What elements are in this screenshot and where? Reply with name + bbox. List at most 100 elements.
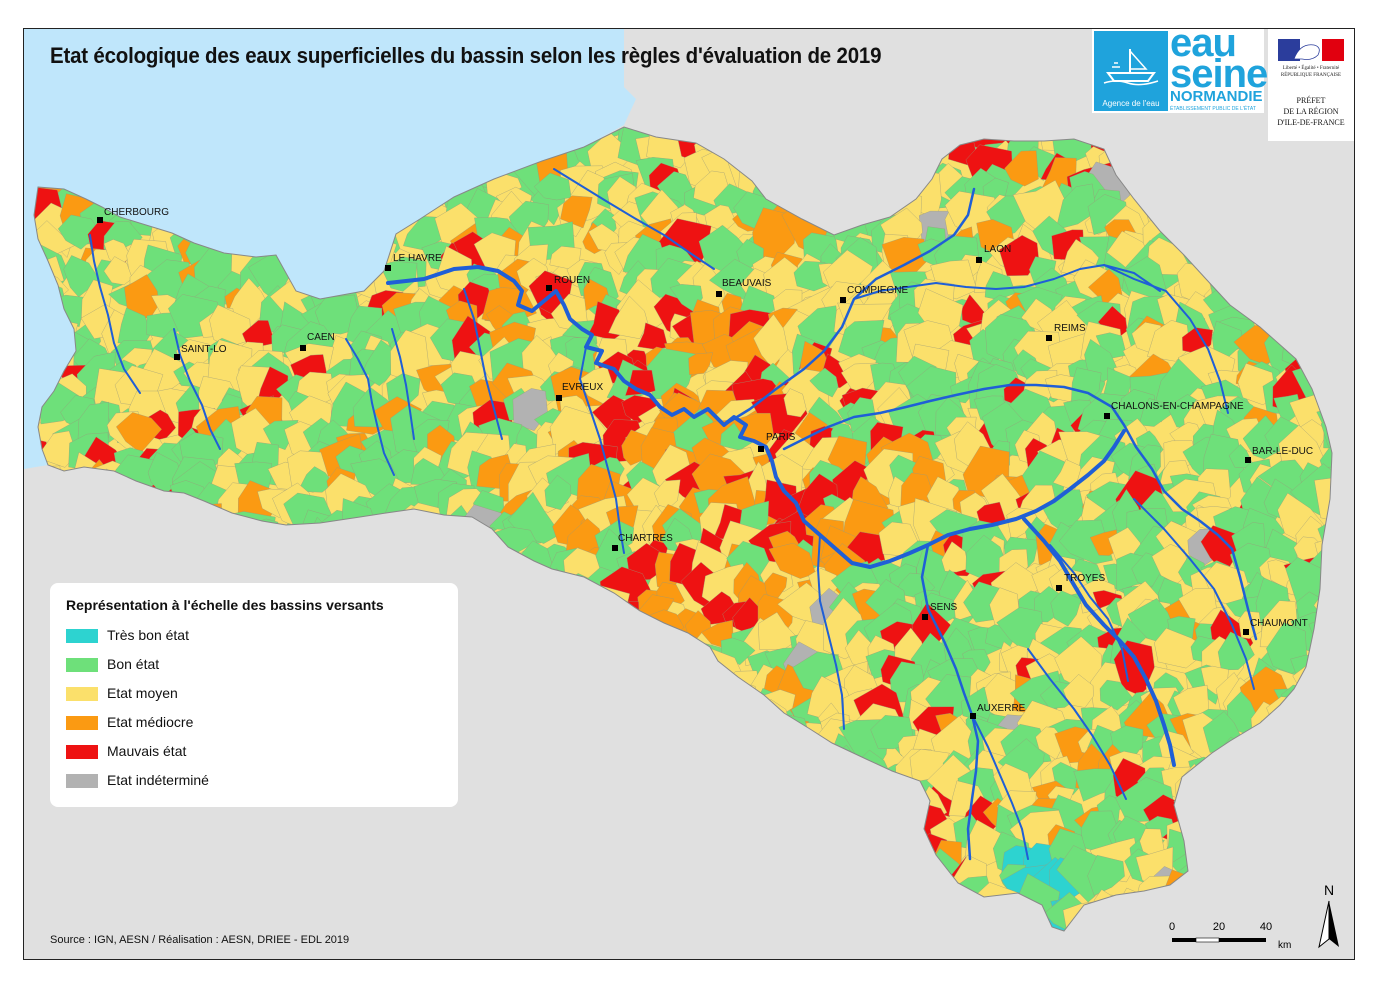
coast-patch: [644, 87, 734, 119]
north-arrow-icon: N: [1318, 882, 1339, 949]
city-label-bar-le-duc: BAR-LE-DUC: [1252, 446, 1313, 457]
wordmark-small: ÉTABLISSEMENT PUBLIC DE L'ÉTAT: [1170, 106, 1256, 112]
city-label-paris: PARIS: [766, 432, 796, 443]
city-label-compiegne: COMPIEGNE: [847, 285, 908, 296]
legend-label: Etat médiocre: [107, 714, 194, 730]
city-marker-chartres: [612, 545, 618, 551]
city-label-chartres: CHARTRES: [618, 533, 673, 544]
city-marker-evreux: [556, 395, 562, 401]
sub-basin-patch: [768, 542, 816, 579]
north-label: N: [1324, 882, 1334, 898]
prefet-line-3: D'ILE-DE-FRANCE: [1277, 118, 1345, 127]
city-marker-paris: [758, 446, 764, 452]
city-label-laon: LAON: [984, 244, 1011, 255]
boat-icon: [1103, 49, 1159, 86]
city-marker-chalons: [1104, 413, 1110, 419]
sub-basin-patch: [1055, 183, 1097, 231]
city-label-le-havre: LE HAVRE: [393, 253, 442, 264]
eau-seine-normandie-logo: Agence de l'eau eau seine NORMANDIE ÉTAB…: [1092, 29, 1268, 113]
city-label-sens: SENS: [930, 602, 958, 613]
city-label-chaumont: CHAUMONT: [1250, 618, 1308, 629]
sub-basin-patch: [998, 235, 1039, 276]
sub-basin-patch: [783, 388, 807, 418]
agence-label: Agence de l'eau: [1102, 99, 1160, 108]
city-marker-reims: [1046, 335, 1052, 341]
legend-swatch: [66, 687, 98, 701]
map-title: Etat écologique des eaux superficielles …: [50, 43, 882, 68]
scale-tick-0: 0: [1169, 921, 1175, 933]
city-marker-laon: [976, 257, 982, 263]
marianne-flag-icon: [1278, 39, 1344, 61]
sub-basin-patch: [950, 376, 974, 404]
city-label-caen: CAEN: [307, 332, 335, 343]
city-marker-chaumont: [1243, 629, 1249, 635]
city-marker-caen: [300, 345, 306, 351]
legend-label: Mauvais état: [107, 743, 187, 759]
city-marker-auxerre: [970, 713, 976, 719]
legend-title: Représentation à l'échelle des bassins v…: [66, 597, 384, 613]
legend-label: Bon état: [107, 656, 160, 672]
scale-unit: km: [1278, 940, 1291, 951]
city-marker-le-havre: [385, 265, 391, 271]
wordmark-seine: seine: [1170, 52, 1268, 96]
sub-basin-patch: [1006, 507, 1044, 541]
city-marker-troyes: [1056, 585, 1062, 591]
city-label-auxerre: AUXERRE: [977, 703, 1026, 714]
legend-swatch: [66, 774, 98, 788]
sea: [24, 29, 636, 469]
prefet-logo: Liberté • Égalité • Fraternité RÉPUBLIQU…: [1268, 29, 1354, 141]
city-label-rouen: ROUEN: [554, 275, 590, 286]
city-label-evreux: EVREUX: [562, 382, 603, 393]
city-label-chalons: CHALONS-EN-CHAMPAGNE: [1111, 401, 1244, 412]
city-marker-compiegne: [840, 297, 846, 303]
sub-basin-patch: [793, 261, 828, 292]
scale-bar: 0 20 40 km: [1169, 921, 1291, 951]
eau-seine-wordmark: eau seine NORMANDIE ÉTABLISSEMENT PUBLIC…: [1170, 29, 1268, 113]
sub-basin-patch: [544, 474, 572, 511]
legend-swatch: [66, 629, 98, 643]
city-marker-bar-le-duc: [1245, 457, 1251, 463]
city-label-troyes: TROYES: [1064, 573, 1105, 584]
sub-basin-patch: [941, 541, 970, 573]
city-label-cherbourg: CHERBOURG: [104, 207, 169, 218]
sub-basin-patch: [361, 339, 398, 387]
sub-basin-patch: [688, 352, 714, 375]
sub-basin-patch: [560, 195, 593, 229]
wordmark-normandie: NORMANDIE: [1170, 88, 1263, 105]
city-label-beauvais: BEAUVAIS: [722, 278, 772, 289]
legend-label: Etat indéterminé: [107, 772, 209, 788]
republique-francaise-text: Liberté • Égalité • Fraternité RÉPUBLIQU…: [1280, 66, 1342, 78]
sub-basin-patch: [533, 172, 572, 201]
legend: Représentation à l'échelle des bassins v…: [50, 583, 458, 807]
scale-tick-20: 20: [1213, 921, 1225, 933]
source-credit: Source : IGN, AESN / Réalisation : AESN,…: [50, 934, 350, 946]
prefet-text: PRÉFET DE LA RÉGION D'ILE-DE-FRANCE: [1268, 95, 1354, 128]
agence-badge: Agence de l'eau: [1094, 31, 1168, 111]
city-marker-rouen: [546, 285, 552, 291]
sub-basin-patch: [935, 397, 969, 436]
prefet-line-2: DE LA RÉGION: [1283, 107, 1339, 116]
sub-basin-patch: [1138, 398, 1173, 427]
legend-label: Très bon état: [107, 627, 189, 643]
sub-basin-patch: [809, 367, 839, 398]
sub-basin-patch: [103, 256, 133, 285]
legend-swatch: [66, 658, 98, 672]
scale-tick-40: 40: [1260, 921, 1272, 933]
legend-swatch: [66, 716, 98, 730]
city-marker-beauvais: [716, 291, 722, 297]
sub-basin-patch: [1314, 474, 1332, 527]
sub-basin-patch: [297, 466, 334, 493]
city-marker-sens: [922, 614, 928, 620]
prefet-line-1: PRÉFET: [1296, 96, 1326, 105]
city-marker-cherbourg: [97, 217, 103, 223]
legend-swatch: [66, 745, 98, 759]
basin-map: CHERBOURG LE HAVRE ROUEN BEAUVAIS COMPIE…: [24, 29, 1354, 959]
sub-basin-patch: [1004, 150, 1039, 187]
city-marker-saint-lo: [174, 354, 180, 360]
city-label-reims: REIMS: [1054, 323, 1086, 334]
sub-basin-patch: [608, 295, 648, 339]
city-label-saint-lo: SAINT-LO: [181, 344, 227, 355]
map-frame: CHERBOURG LE HAVRE ROUEN BEAUVAIS COMPIE…: [23, 28, 1355, 960]
sub-basin-patch: [1147, 320, 1190, 362]
legend-label: Etat moyen: [107, 685, 178, 701]
